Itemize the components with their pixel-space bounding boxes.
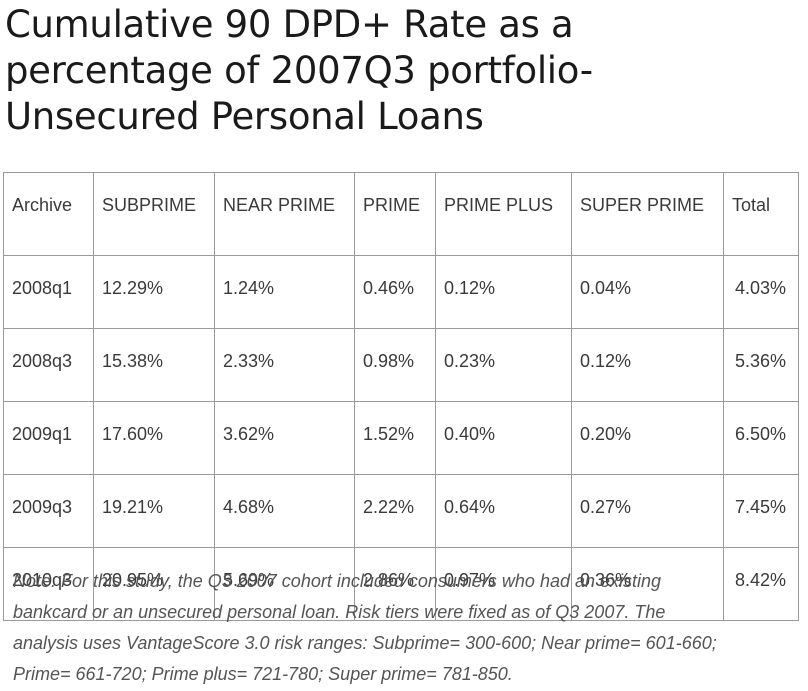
cell-total: 8.42%	[723, 547, 799, 621]
cell-subprime: 12.29%	[93, 255, 215, 329]
cell-total: 4.03%	[723, 255, 799, 329]
footnote-line: Prime= 661-720; Prime plus= 721-780; Sup…	[13, 664, 513, 684]
cell-archive: 2010q3	[3, 547, 94, 621]
footnote-line: bankcard or an unsecured personal loan. …	[13, 602, 666, 622]
cell-total: 7.45%	[723, 474, 799, 548]
table-row: 2009q3 19.21% 4.68% 2.22% 0.64% 0.27% 7.…	[3, 474, 799, 548]
header-super-prime: SUPER PRIME	[571, 172, 724, 256]
cell-subprime: 15.38%	[93, 328, 215, 402]
cell-super-prime: 0.27%	[571, 474, 724, 548]
cell-archive: 2009q3	[3, 474, 94, 548]
cell-prime-plus: 0.12%	[435, 255, 572, 329]
cell-prime: 2.86%	[354, 547, 436, 621]
table-row: 2008q1 12.29% 1.24% 0.46% 0.12% 0.04% 4.…	[3, 255, 799, 329]
table-footnote: Note: For this study, the Q3 2007 cohort…	[13, 566, 803, 690]
table-row: 2010q3 20.95% 5.69% 2.86% 0.97% 0.36% 8.…	[3, 547, 799, 621]
header-prime: PRIME	[354, 172, 436, 256]
cell-prime-plus: 0.64%	[435, 474, 572, 548]
footnote-line: Note: For this study, the Q3 2007 cohort…	[13, 571, 662, 591]
cell-super-prime: 0.04%	[571, 255, 724, 329]
table-header-row: Archive SUBPRIME NEAR PRIME PRIME PRIME …	[3, 172, 799, 256]
header-archive: Archive	[3, 172, 94, 256]
cell-subprime: 17.60%	[93, 401, 215, 475]
page-title: Cumulative 90 DPD+ Rate as a percentage …	[5, 2, 795, 140]
cell-prime: 0.98%	[354, 328, 436, 402]
cell-super-prime: 0.20%	[571, 401, 724, 475]
table-row: 2008q3 15.38% 2.33% 0.98% 0.23% 0.12% 5.…	[3, 328, 799, 402]
cell-archive: 2008q1	[3, 255, 94, 329]
footnote-line: analysis uses VantageScore 3.0 risk rang…	[13, 633, 717, 653]
title-line: Cumulative 90 DPD+ Rate as a	[5, 3, 574, 46]
cell-prime: 0.46%	[354, 255, 436, 329]
cell-super-prime: 0.12%	[571, 328, 724, 402]
cell-near-prime: 2.33%	[214, 328, 355, 402]
table-row: 2009q1 17.60% 3.62% 1.52% 0.40% 0.20% 6.…	[3, 401, 799, 475]
cell-prime: 1.52%	[354, 401, 436, 475]
header-near-prime: NEAR PRIME	[214, 172, 355, 256]
title-line: Unsecured Personal Loans	[5, 95, 484, 138]
cell-subprime: 19.21%	[93, 474, 215, 548]
cell-near-prime: 4.68%	[214, 474, 355, 548]
title-line: percentage of 2007Q3 portfolio-	[5, 49, 593, 92]
cell-prime: 2.22%	[354, 474, 436, 548]
delinquency-rate-table: Archive SUBPRIME NEAR PRIME PRIME PRIME …	[3, 172, 799, 621]
cell-archive: 2009q1	[3, 401, 94, 475]
header-prime-plus: PRIME PLUS	[435, 172, 572, 256]
cell-near-prime: 3.62%	[214, 401, 355, 475]
cell-subprime: 20.95%	[93, 547, 215, 621]
cell-total: 5.36%	[723, 328, 799, 402]
cell-prime-plus: 0.23%	[435, 328, 572, 402]
header-subprime: SUBPRIME	[93, 172, 215, 256]
cell-prime-plus: 0.40%	[435, 401, 572, 475]
cell-near-prime: 1.24%	[214, 255, 355, 329]
cell-archive: 2008q3	[3, 328, 94, 402]
header-total: Total	[723, 172, 799, 256]
cell-total: 6.50%	[723, 401, 799, 475]
